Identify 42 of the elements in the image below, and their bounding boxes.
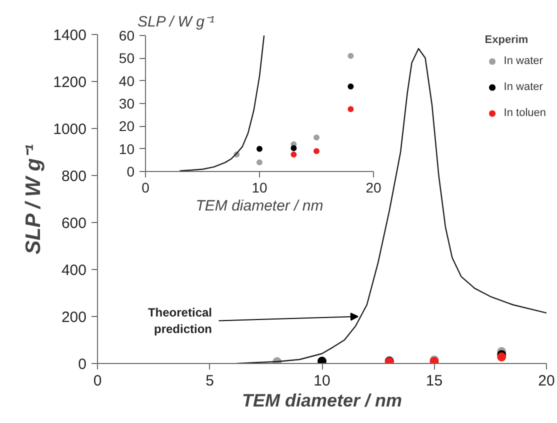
point — [348, 52, 354, 59]
y-tick-label: 800 — [61, 168, 87, 185]
x-tick-label: 20 — [538, 372, 555, 390]
y-tick-label: 1000 — [53, 121, 87, 138]
y-tick-label: 1200 — [53, 74, 87, 91]
x-axis-title: TEM diameter / nm — [242, 390, 402, 410]
legend-label: In water — [504, 81, 543, 93]
y-axis-title: SLP / W g⁻¹ — [22, 144, 46, 254]
x-tick-label: 5 — [206, 372, 214, 390]
annotation: Theoretical prediction — [148, 305, 212, 336]
y-tick-label: 0 — [78, 356, 86, 373]
y-tick-label: 20 — [118, 118, 135, 134]
x-tick-label: 15 — [426, 372, 443, 390]
x-tick-label: 20 — [366, 180, 382, 196]
legend-label: In toluen — [504, 107, 546, 119]
y-tick-label: 600 — [61, 215, 87, 232]
point — [314, 148, 320, 154]
point — [290, 152, 297, 158]
y-tick-label: 1400 — [53, 27, 87, 44]
x-tick-label: 10 — [314, 372, 330, 390]
x-tick-label: 0 — [142, 180, 150, 196]
y-tick-label: 0 — [126, 164, 135, 180]
legend-label: In water — [504, 55, 543, 67]
point — [348, 106, 354, 112]
legend-title: Experim — [484, 34, 530, 46]
x-tick-label: 0 — [93, 372, 102, 390]
point — [256, 146, 262, 152]
y-axis-title: SLP / W g⁻¹ — [138, 14, 214, 30]
point — [290, 145, 297, 152]
x-tick-label: 10 — [252, 180, 268, 196]
y-tick-label: 400 — [61, 262, 87, 279]
point — [348, 84, 354, 90]
x-axis-title: TEM diameter / nm — [196, 198, 324, 214]
point — [256, 159, 262, 166]
y-tick-label: 50 — [118, 50, 135, 66]
point — [314, 134, 320, 140]
y-tick-label: 10 — [118, 140, 135, 157]
y-tick-label: 60 — [118, 28, 135, 44]
y-tick-label: 40 — [118, 72, 135, 89]
y-tick-label: 200 — [61, 309, 87, 326]
y-tick-label: 30 — [118, 96, 135, 112]
line-series — [179, 36, 265, 172]
